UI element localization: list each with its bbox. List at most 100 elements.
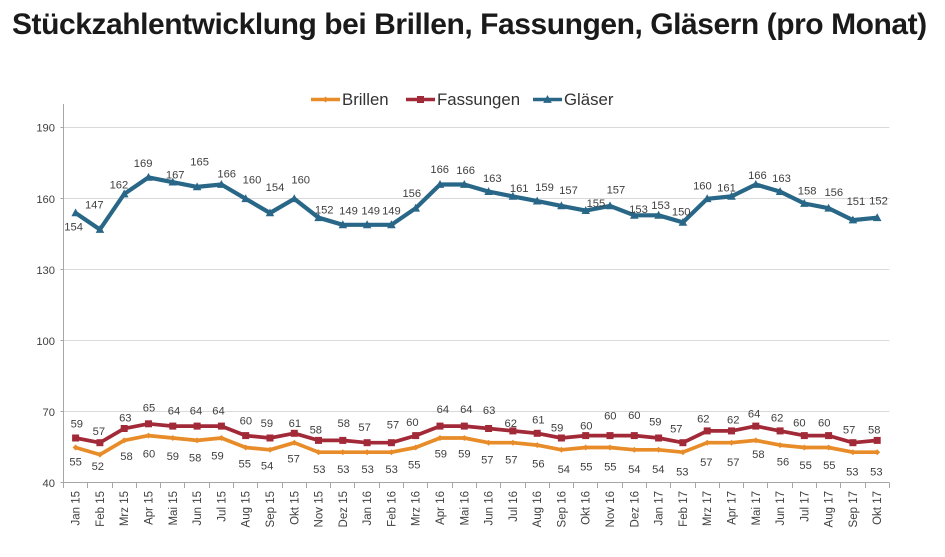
- svg-text:190: 190: [36, 123, 55, 135]
- svg-text:Okt 17: Okt 17: [872, 491, 884, 525]
- svg-text:53: 53: [385, 464, 397, 476]
- svg-text:152: 152: [315, 205, 334, 217]
- svg-text:153: 153: [651, 200, 670, 212]
- svg-text:Nov 16: Nov 16: [605, 491, 617, 527]
- svg-text:163: 163: [772, 173, 791, 185]
- svg-text:55: 55: [580, 462, 592, 474]
- svg-text:154: 154: [266, 182, 285, 194]
- svg-text:62: 62: [697, 414, 709, 426]
- svg-text:60: 60: [240, 416, 252, 428]
- svg-text:163: 163: [483, 173, 502, 185]
- svg-text:62: 62: [504, 418, 516, 430]
- svg-text:59: 59: [71, 419, 83, 431]
- svg-text:56: 56: [532, 459, 544, 471]
- svg-text:154: 154: [64, 221, 83, 233]
- svg-text:60: 60: [793, 418, 805, 430]
- svg-text:62: 62: [771, 412, 783, 424]
- svg-text:Jun 16: Jun 16: [484, 491, 496, 526]
- svg-text:60: 60: [818, 418, 830, 430]
- svg-text:54: 54: [628, 464, 640, 476]
- svg-text:58: 58: [752, 449, 764, 461]
- svg-text:53: 53: [313, 464, 325, 476]
- svg-text:60: 60: [143, 449, 155, 461]
- svg-text:57: 57: [481, 454, 493, 466]
- svg-text:165: 165: [190, 157, 209, 169]
- svg-text:59: 59: [649, 417, 661, 429]
- svg-text:166: 166: [456, 165, 475, 177]
- svg-text:Jan 16: Jan 16: [362, 491, 374, 526]
- svg-text:57: 57: [670, 423, 682, 435]
- svg-text:Jun 17: Jun 17: [775, 491, 787, 526]
- svg-text:64: 64: [460, 404, 472, 416]
- svg-text:162: 162: [110, 179, 129, 191]
- svg-text:65: 65: [143, 402, 155, 414]
- svg-text:61: 61: [289, 418, 301, 430]
- svg-text:169: 169: [134, 158, 153, 170]
- svg-text:64: 64: [748, 408, 760, 420]
- svg-text:59: 59: [211, 451, 223, 463]
- svg-text:160: 160: [693, 181, 712, 193]
- svg-text:147: 147: [85, 200, 104, 212]
- svg-text:57: 57: [387, 420, 399, 432]
- svg-text:Dez 15: Dez 15: [338, 491, 350, 527]
- svg-text:63: 63: [483, 405, 495, 417]
- svg-text:60: 60: [580, 420, 592, 432]
- svg-text:53: 53: [337, 464, 349, 476]
- svg-text:Nov 15: Nov 15: [314, 491, 326, 527]
- svg-text:57: 57: [358, 422, 370, 434]
- svg-text:Dez 16: Dez 16: [629, 491, 641, 527]
- svg-text:Mai 16: Mai 16: [459, 491, 471, 526]
- svg-text:149: 149: [339, 206, 358, 218]
- svg-text:157: 157: [559, 185, 578, 197]
- svg-text:Jul 15: Jul 15: [216, 491, 228, 522]
- svg-text:59: 59: [458, 449, 470, 461]
- svg-text:Mrz 17: Mrz 17: [702, 491, 714, 526]
- svg-text:160: 160: [36, 194, 55, 206]
- svg-text:58: 58: [337, 418, 349, 430]
- svg-text:53: 53: [846, 467, 858, 479]
- svg-text:Apr 17: Apr 17: [727, 491, 739, 525]
- svg-text:53: 53: [361, 464, 373, 476]
- svg-text:62: 62: [727, 414, 739, 426]
- svg-text:Aug 16: Aug 16: [532, 491, 544, 527]
- svg-text:55: 55: [408, 460, 420, 472]
- svg-text:59: 59: [167, 451, 179, 463]
- svg-text:55: 55: [604, 462, 616, 474]
- svg-text:58: 58: [189, 453, 201, 465]
- svg-text:70: 70: [43, 407, 55, 419]
- svg-text:59: 59: [261, 418, 273, 430]
- svg-text:149: 149: [361, 206, 380, 218]
- svg-text:54: 54: [261, 460, 273, 472]
- svg-text:Sep 16: Sep 16: [556, 491, 568, 527]
- svg-text:166: 166: [748, 170, 767, 182]
- svg-text:60: 60: [628, 410, 640, 422]
- svg-text:167: 167: [166, 169, 185, 181]
- svg-text:Jul 16: Jul 16: [508, 491, 520, 522]
- svg-text:Okt 15: Okt 15: [289, 491, 301, 525]
- svg-text:Sep 17: Sep 17: [848, 491, 860, 527]
- svg-text:130: 130: [36, 265, 55, 277]
- svg-text:58: 58: [120, 451, 132, 463]
- svg-text:64: 64: [190, 405, 202, 417]
- svg-text:57: 57: [287, 454, 299, 466]
- svg-text:157: 157: [607, 184, 626, 196]
- svg-text:58: 58: [310, 425, 322, 437]
- svg-text:Mai 17: Mai 17: [751, 491, 763, 526]
- svg-text:53: 53: [870, 467, 882, 479]
- svg-text:Feb 15: Feb 15: [95, 491, 107, 527]
- svg-text:64: 64: [168, 405, 180, 417]
- svg-text:59: 59: [435, 449, 447, 461]
- svg-text:Apr 15: Apr 15: [144, 491, 156, 525]
- svg-text:159: 159: [535, 182, 554, 194]
- svg-text:153: 153: [629, 204, 648, 216]
- svg-text:156: 156: [402, 188, 421, 200]
- svg-text:63: 63: [119, 413, 131, 425]
- svg-text:57: 57: [505, 454, 517, 466]
- svg-text:Sep 15: Sep 15: [265, 491, 277, 527]
- svg-text:161: 161: [510, 183, 529, 195]
- svg-text:Mrz 15: Mrz 15: [119, 491, 131, 526]
- svg-text:57: 57: [93, 426, 105, 438]
- svg-text:Jul 17: Jul 17: [799, 491, 811, 522]
- svg-text:152: 152: [869, 195, 888, 207]
- svg-text:Mai 15: Mai 15: [168, 491, 180, 526]
